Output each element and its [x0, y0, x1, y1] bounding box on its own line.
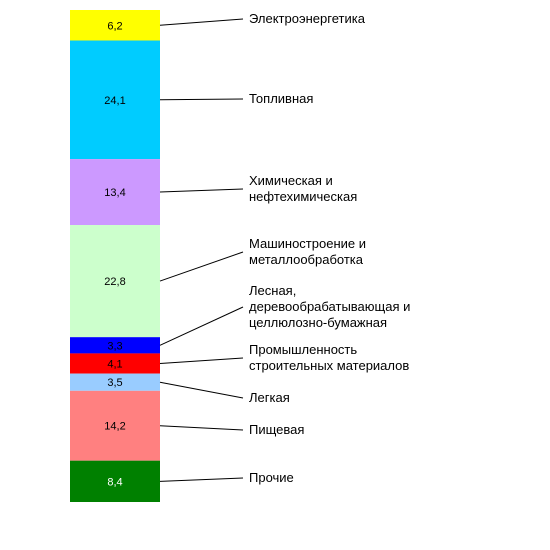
bar-segment-3	[70, 225, 160, 338]
segment-value-label-5: 4,1	[107, 359, 122, 371]
category-label-line: нефтехимическая	[249, 189, 357, 204]
category-label-2: Химическая и нефтехимическая	[249, 173, 357, 204]
bar-segment-1	[70, 40, 160, 160]
category-label-4: Лесная, деревообрабатывающая и целлюлозно-…	[249, 283, 410, 330]
leader-line-1	[159, 98, 244, 101]
category-label-0: Электроэнергетика	[249, 11, 366, 26]
leader-line-4	[159, 306, 244, 346]
leader-line-7	[159, 425, 244, 431]
category-label-line: Электроэнергетика	[249, 11, 366, 26]
leader-line-6	[159, 381, 244, 399]
bar-segment-5	[70, 353, 160, 374]
category-label-line: целлюлозно-бумажная	[249, 315, 387, 330]
category-label-line: Лесная,	[249, 283, 296, 298]
segment-value-label-4: 3,3	[107, 340, 122, 352]
category-label-8: Прочие	[249, 470, 294, 485]
category-label-line: строительных материалов	[249, 358, 409, 373]
segment-value-label-0: 6,2	[107, 20, 122, 32]
leader-line-5	[159, 357, 244, 364]
leader-line-2	[159, 188, 244, 193]
segment-value-label-7: 14,2	[104, 421, 125, 433]
bar-segment-7	[70, 390, 160, 461]
segment-value-label-8: 8,4	[107, 476, 122, 488]
category-label-line: Пищевая	[249, 422, 304, 437]
bar-segment-2	[70, 159, 160, 226]
category-label-line: Легкая	[249, 390, 290, 405]
segment-value-label-6: 3,5	[107, 377, 122, 389]
leader-line-0	[159, 18, 244, 26]
category-label-line: Химическая и	[249, 173, 333, 188]
category-label-6: Легкая	[249, 390, 290, 405]
bar-segment-6	[70, 373, 160, 391]
segment-value-label-3: 22,8	[104, 276, 125, 288]
bar-segment-4	[70, 337, 160, 354]
category-label-line: металлообработка	[249, 252, 364, 267]
category-label-3: Машиностроение и металлообработка	[249, 236, 366, 267]
category-label-1: Топливная	[249, 91, 313, 106]
segment-value-label-1: 24,1	[104, 95, 125, 107]
category-label-5: Промышленность строительных материалов	[249, 342, 409, 373]
category-label-line: Топливная	[249, 91, 313, 106]
stacked-bar: 6,2 24,1 13,4 22,8 3,3 4,1 3,5 14,2 8,4	[70, 10, 160, 502]
bar-segment-0	[70, 10, 160, 41]
category-label-line: Промышленность	[249, 342, 357, 357]
category-labels: Электроэнергетика Топливная Химическая и не…	[249, 11, 410, 485]
category-label-7: Пищевая	[249, 422, 304, 437]
category-label-line: деревообрабатывающая и	[249, 299, 410, 314]
category-label-line: Машиностроение и	[249, 236, 366, 251]
bar-segment-8	[70, 460, 160, 502]
leader-lines	[159, 18, 244, 482]
segment-value-label-2: 13,4	[104, 187, 125, 199]
category-label-line: Прочие	[249, 470, 294, 485]
leader-line-8	[159, 477, 244, 482]
leader-line-3	[159, 251, 244, 282]
